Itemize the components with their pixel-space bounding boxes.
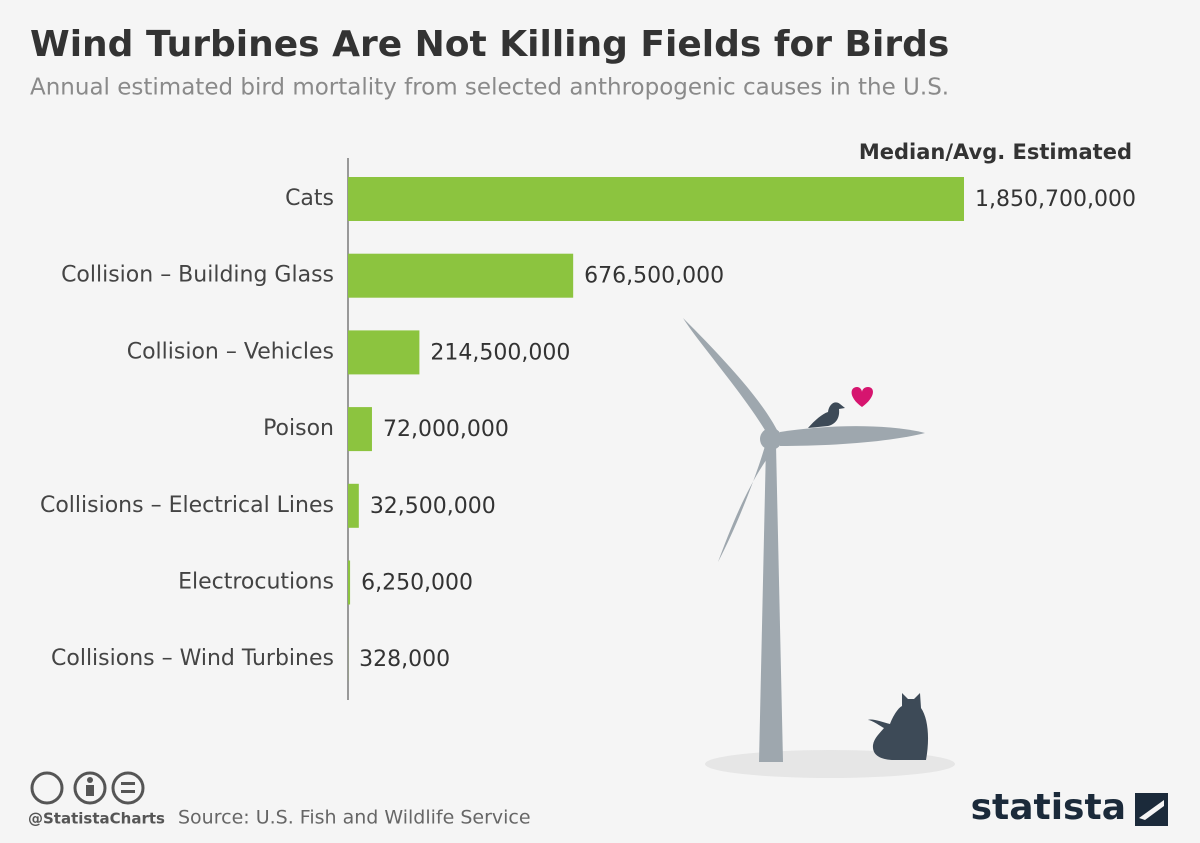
value-label: 1,850,700,000 [975,187,1136,212]
bar [348,407,372,452]
value-label: 676,500,000 [584,264,724,289]
nd-icon-bar [121,790,135,793]
turbine-tower [759,445,783,762]
turbine-blade [718,446,775,562]
category-label: Collisions – Wind Turbines [51,646,334,671]
category-label: Poison [263,416,334,441]
turbine-hub [760,428,782,450]
logo: statista [971,787,1126,828]
logo-icon-stripe [1139,800,1164,820]
value-label: 214,500,000 [430,340,570,365]
turbine-illustration [683,318,955,778]
turbine-blade [683,318,778,440]
nd-icon [111,771,145,805]
bar [348,253,574,298]
category-label: Collision – Building Glass [61,263,334,288]
by-icon-body [86,785,94,796]
bar [348,560,351,605]
credit: @StatistaCharts [28,810,165,828]
source: Source: U.S. Fish and Wildlife Service [178,807,531,829]
turbine-blade [780,426,925,446]
by-icon-head [87,777,93,783]
category-label: Cats [285,186,334,211]
value-label: 328,000 [359,647,450,672]
category-label: Collision – Vehicles [127,339,334,364]
bar [348,483,359,528]
by-icon [73,771,107,805]
value-header: Median/Avg. Estimated [859,140,1132,164]
chart-title: Wind Turbines Are Not Killing Fields for… [30,24,949,65]
value-label: 72,000,000 [383,417,509,442]
chart-subtitle: Annual estimated bird mortality from sel… [30,75,949,101]
bar [348,177,964,221]
license-icons [30,771,145,805]
bird [808,402,845,428]
bar [348,330,420,375]
category-label: Collisions – Electrical Lines [40,493,334,518]
cat [868,693,929,760]
value-label: 32,500,000 [370,494,496,519]
heart [851,387,873,407]
nd-icon-bar [121,782,135,785]
value-label: 6,250,000 [361,571,473,596]
cc-icon [30,771,64,805]
category-label: Electrocutions [178,570,334,595]
